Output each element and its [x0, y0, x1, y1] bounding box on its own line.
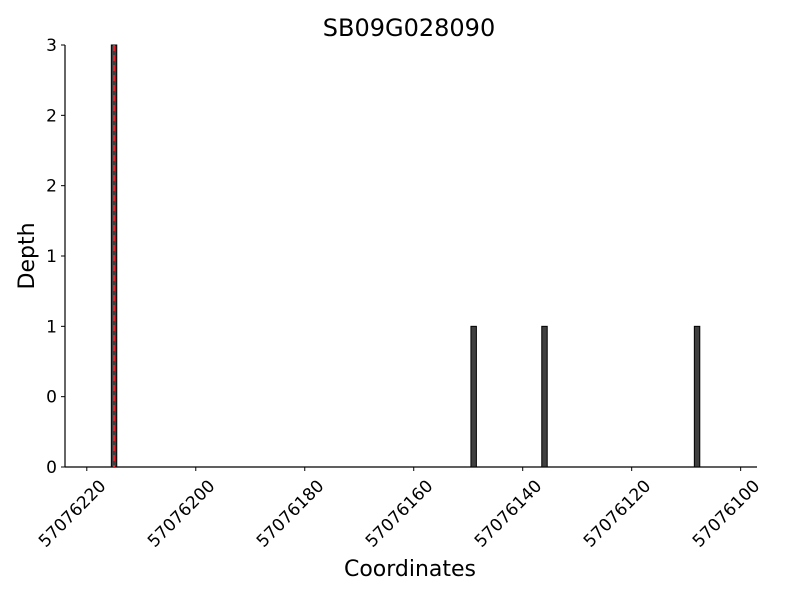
y-axis-label: Depth — [15, 222, 40, 289]
y-tick-label: 2 — [46, 177, 57, 197]
y-tick-label: 2 — [46, 106, 57, 126]
x-tick-label: 57076180 — [253, 476, 328, 551]
y-tick-label: 0 — [46, 388, 57, 408]
bar — [470, 325, 477, 468]
y-tick-label: 3 — [46, 36, 57, 56]
bar — [541, 325, 548, 468]
y-tick-label: 1 — [46, 317, 57, 337]
x-tick-label: 57076100 — [689, 476, 764, 551]
chart-title: SB09G028090 — [323, 14, 495, 42]
y-tick-label: 0 — [46, 458, 57, 478]
x-tick-label: 57076120 — [580, 476, 655, 551]
x-axis-label: Coordinates — [344, 557, 476, 582]
y-tick-label: 1 — [46, 247, 57, 267]
x-tick-label: 57076220 — [35, 476, 110, 551]
x-tick-label: 57076200 — [144, 476, 219, 551]
x-tick-label: 57076160 — [362, 476, 437, 551]
bar — [693, 325, 701, 468]
x-tick-label: 57076140 — [471, 476, 546, 551]
